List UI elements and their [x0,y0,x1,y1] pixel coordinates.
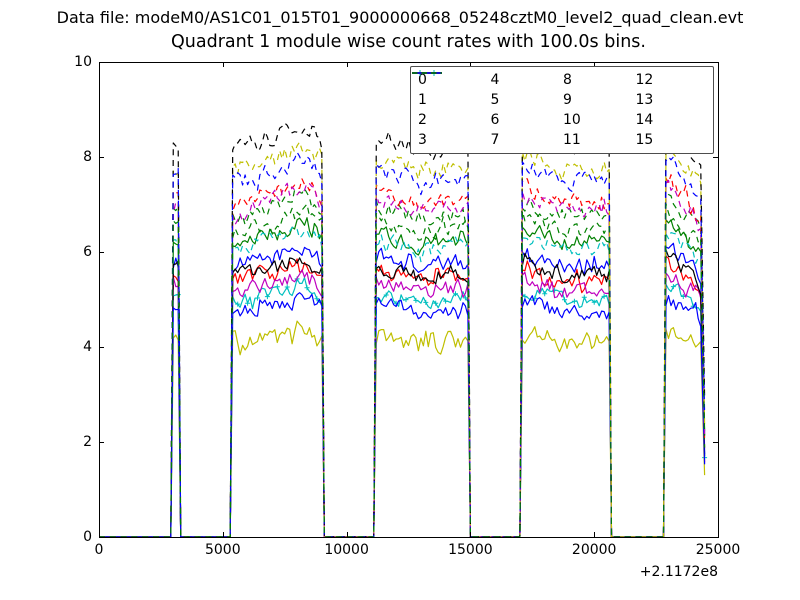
legend-label: 8 [563,72,572,88]
series-line-15 [99,203,706,538]
legend-entry-6: 6 [412,72,564,130]
legend-entry-14: 14 [412,72,709,130]
legend-label: 1 [418,92,427,108]
x-axis-offset-label: +2.1172e8 [639,564,718,580]
series-line-0 [99,242,706,538]
series-markers-3 [175,276,708,461]
series-line-11 [99,179,706,538]
series-line-13 [99,112,706,538]
series-line-14 [99,151,706,538]
x-tick-label: 10000 [324,542,369,558]
legend-label: 6 [490,112,500,128]
legend-label: 9 [563,92,572,108]
x-tick-label: 15000 [448,542,493,558]
data-file-text: Data file: modeM0/AS1C01_015T01_90000006… [56,8,744,27]
series-line-7 [99,292,706,538]
x-tick-label: 0 [94,542,104,558]
x-tick-label: 20000 [571,542,617,558]
y-tick-label: 10 [74,54,92,70]
series-line-6 [99,249,706,538]
legend-entry-9: 9 [412,72,636,110]
legend-label: 7 [490,132,500,148]
legend-line-sample-15 [412,72,442,74]
legend-entry-3: 3 [412,70,491,150]
series-line-12 [99,141,706,538]
legend-label: 14 [635,112,654,128]
legend-entry-5: 5 [412,72,564,110]
y-tick-label: 2 [83,434,92,450]
legend-label: 4 [490,72,500,88]
chart-title: Quadrant 1 module wise count rates with … [171,32,646,52]
legend-entry-4: 4 [412,70,564,90]
y-tick-label: 4 [83,339,92,355]
legend-entry-2: 2 [412,72,491,130]
legend-label: 0 [418,72,427,88]
legend-label: 10 [563,112,581,128]
series-line-3 [99,277,706,538]
legend-entry-11: 11 [412,72,636,150]
series-line-8 [99,188,706,538]
series-line-5 [99,320,706,538]
series-line-9 [99,174,706,538]
y-tick-label: 6 [83,244,92,260]
axes-frame [99,62,719,538]
y-tick-label: 0 [83,529,92,545]
legend-label: 11 [563,132,581,148]
legend-label: 15 [635,132,654,148]
legend-entry-15: 15 [412,72,709,150]
x-tick-label: 5000 [204,542,241,558]
y-tick-label: 8 [83,149,92,165]
series-line-4 [99,269,706,538]
legend-entry-10: 10 [412,72,636,130]
x-tick-label: 25000 [695,542,741,558]
legend-entry-1: 1 [412,72,491,110]
legend-entry-7: 7 [412,72,564,150]
legend-label: 5 [490,92,500,108]
series-line-2 [99,255,706,538]
legend-label: 12 [635,72,654,88]
legend-label: 2 [418,112,427,128]
legend-entry-8: 8 [412,70,636,90]
legend-entry-13: 13 [412,72,709,110]
legend-entry-12: 12 [412,70,709,90]
series-line-10 [99,226,706,538]
legend: 0 1 2 3 4 5 6 7 8 9 10 11 12 13 14 15 [410,66,714,154]
legend-label: 13 [635,92,654,108]
legend-label: 3 [418,132,427,148]
